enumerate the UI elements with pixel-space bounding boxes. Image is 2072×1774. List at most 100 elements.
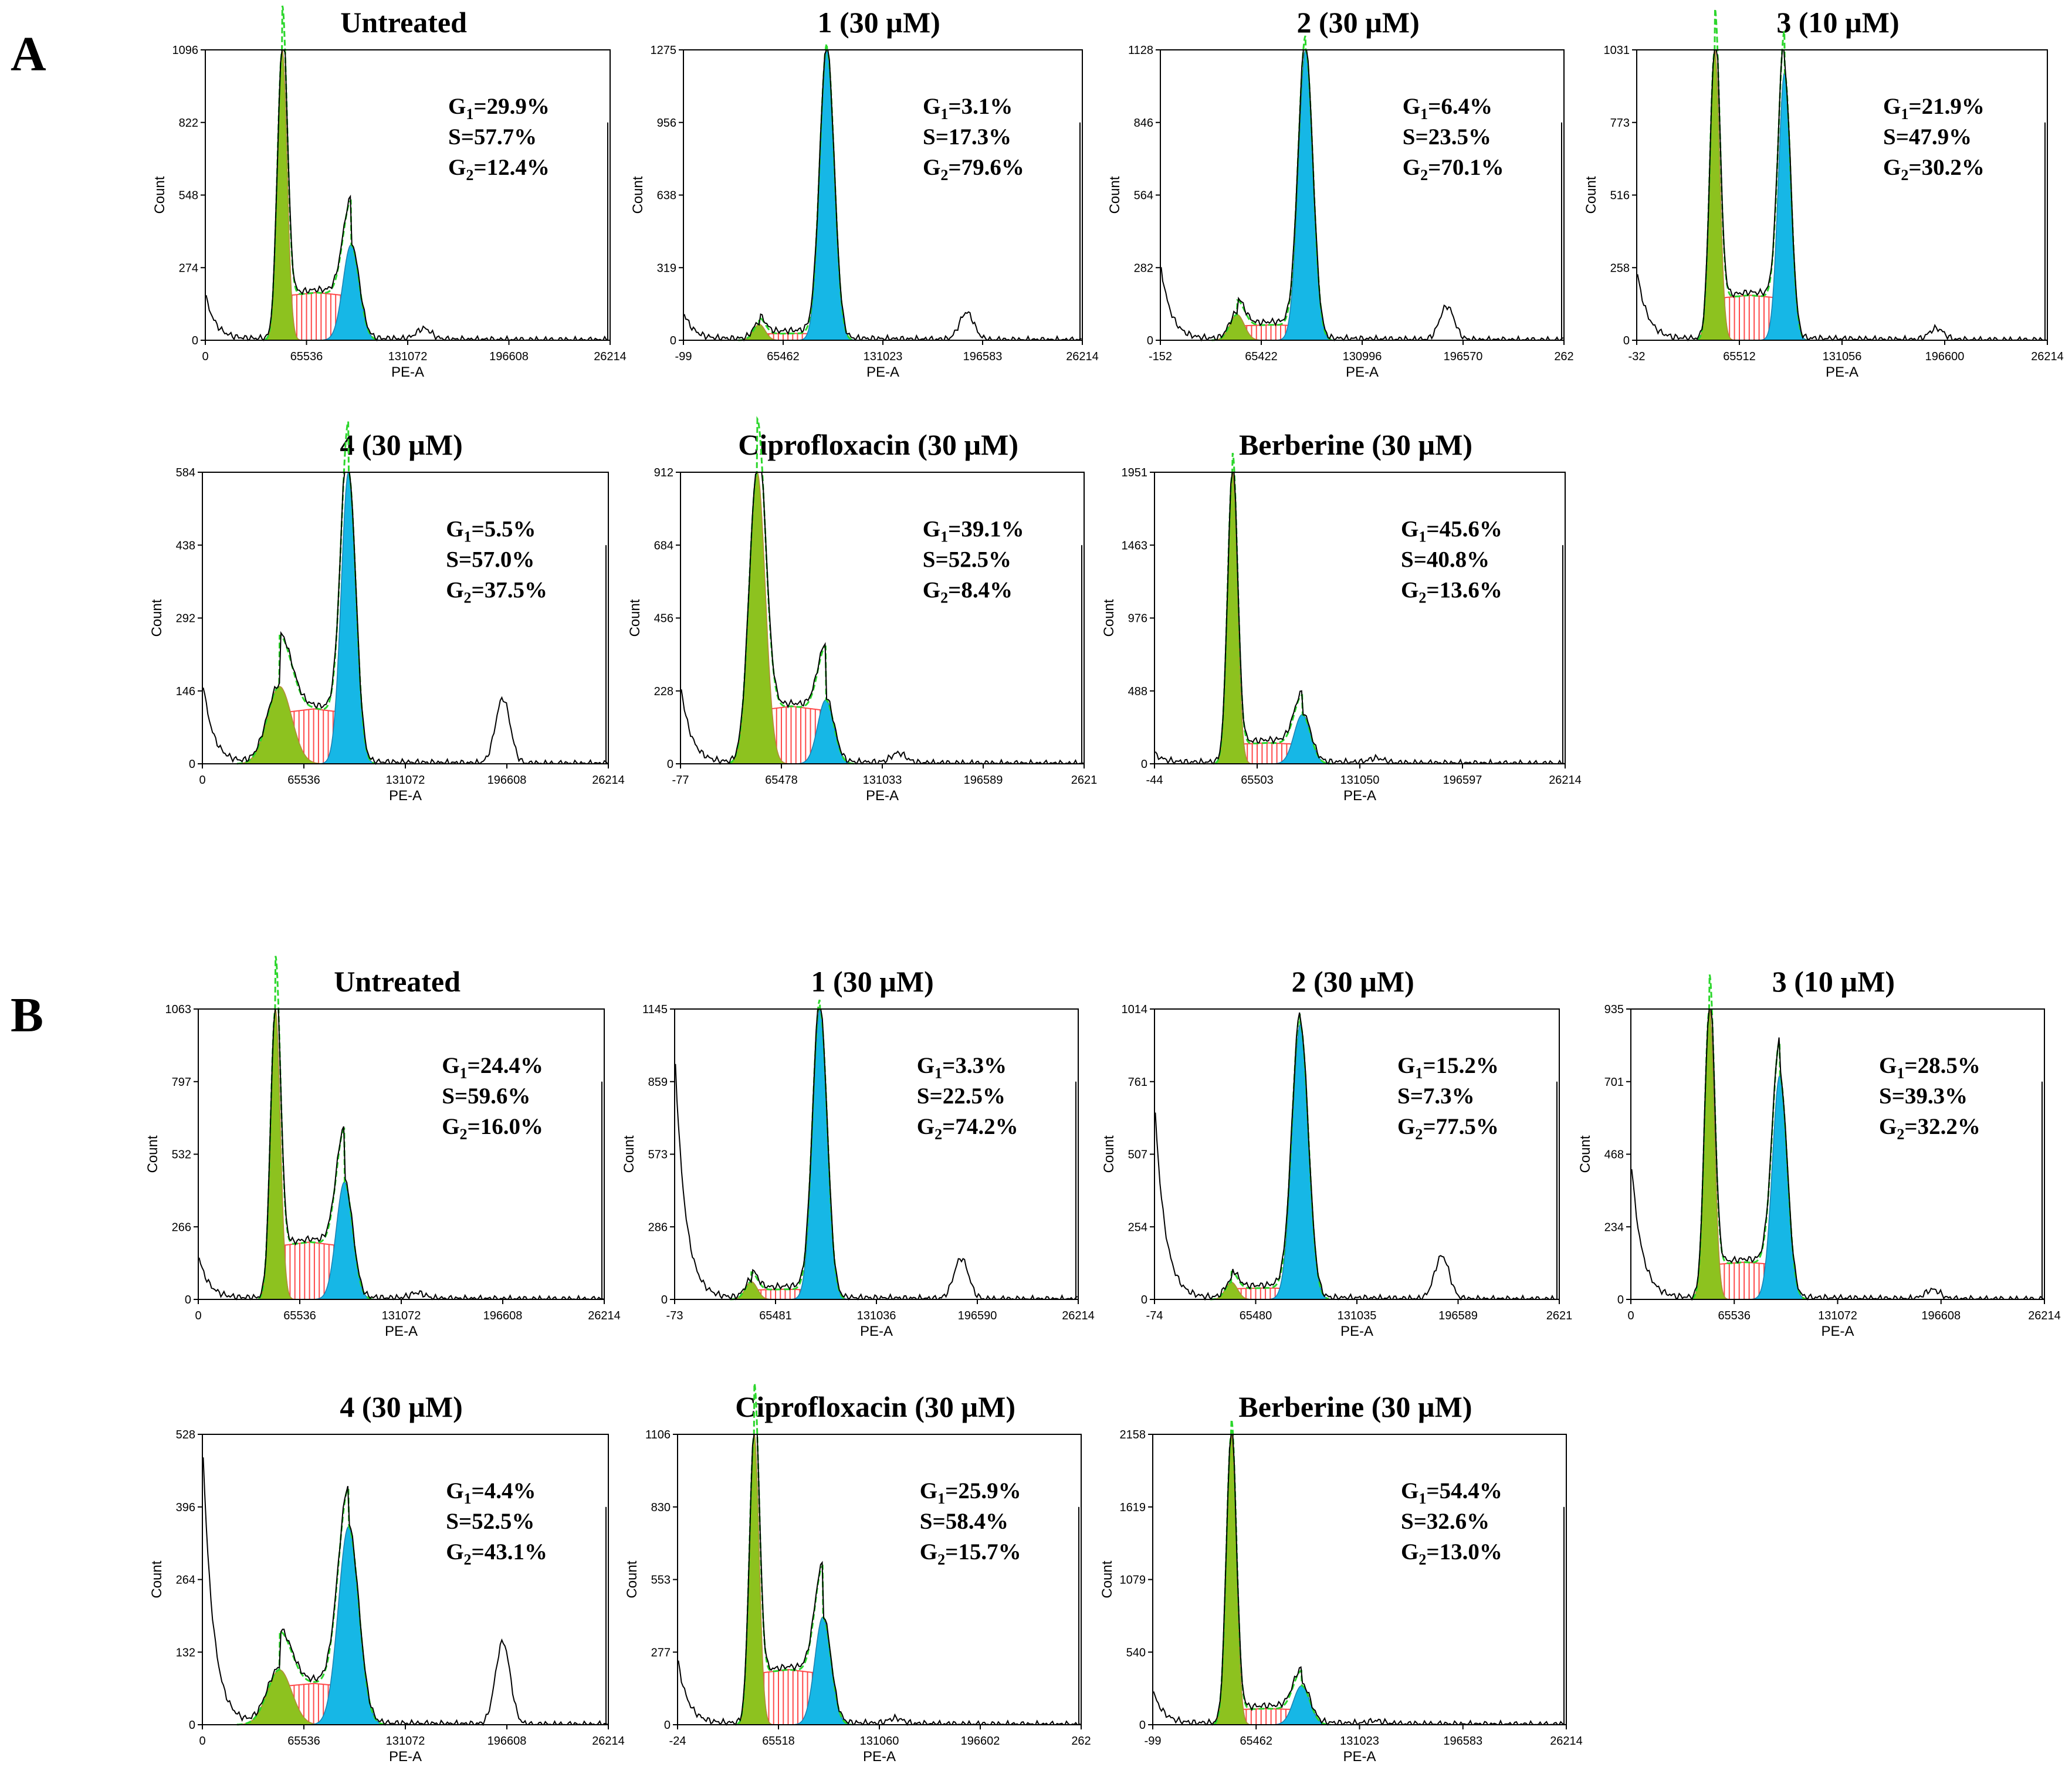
y-tick-label: 286: [648, 1221, 668, 1234]
chart-title: Ciprofloxacin (30 µM): [735, 1390, 1015, 1423]
y-axis-label: Count: [1583, 176, 1599, 214]
y-tick-label: 1063: [165, 1003, 192, 1016]
chart-title: Berberine (30 µM): [1239, 428, 1472, 461]
stat-s: S=32.6%: [1401, 1509, 1489, 1534]
stat-g2: G2=13.0%: [1401, 1539, 1502, 1568]
x-tick-label: 65536: [287, 774, 320, 787]
x-axis-label: PE-A: [863, 1749, 896, 1765]
y-axis-label: Count: [149, 599, 165, 637]
x-tick-label: 0: [199, 1735, 205, 1748]
x-tick-label: 0: [199, 774, 205, 787]
y-tick-label: 2158: [1120, 1428, 1146, 1441]
stat-s: S=47.9%: [1883, 124, 1972, 150]
x-axis-label: PE-A: [1346, 364, 1379, 380]
histogram-trace: [680, 472, 1084, 765]
x-tick-label: 65536: [1718, 1309, 1751, 1322]
y-tick-label: 548: [179, 189, 198, 202]
model-fit-line: [730, 999, 846, 1301]
x-tick-label: -77: [672, 774, 689, 787]
y-axis-label: Count: [1101, 599, 1117, 637]
y-tick-label: 1014: [1122, 1003, 1148, 1016]
plot-frame: [683, 49, 1083, 341]
stat-g1: G1=45.6%: [1401, 516, 1502, 545]
y-tick-label: 264: [176, 1574, 195, 1587]
y-tick-label: 274: [179, 262, 198, 275]
x-tick-label: 131072: [386, 774, 425, 787]
x-tick-label: 65536: [290, 350, 323, 363]
y-tick-label: 507: [1128, 1149, 1147, 1162]
y-tick-label: 132: [176, 1646, 195, 1659]
histogram-trace: [1631, 1008, 2044, 1301]
x-tick-label: 196597: [1443, 774, 1482, 787]
y-tick-label: 797: [172, 1076, 191, 1089]
y-axis-label: Count: [1577, 1135, 1593, 1173]
x-tick-label: 26214: [592, 774, 625, 787]
stat-g2: G2=32.2%: [1879, 1114, 1980, 1143]
y-tick-label: 277: [651, 1646, 671, 1659]
y-tick-label: 1128: [1128, 44, 1153, 57]
histogram-trace: [1637, 49, 2047, 341]
histogram-chart: Berberine (30 µM) 0 540 1079 1619 2158 Count -9…: [1099, 1390, 1583, 1765]
y-tick-label: 532: [172, 1149, 191, 1162]
plot-frame: [1630, 1008, 2045, 1300]
y-tick-label: 516: [1610, 189, 1630, 202]
histogram-trace: [1155, 1012, 1559, 1301]
histogram-chart: 4 (30 µM) 0 146 292 438 584 Count 0 65536 131072 1…: [149, 421, 625, 804]
histogram-chart: 4 (30 µM) 0 132 264 396 528 Count 0 65536 131072 1…: [149, 1390, 625, 1765]
histogram-trace: [675, 1008, 1078, 1301]
stat-s: S=57.0%: [446, 547, 534, 572]
y-axis-label: Count: [1101, 1135, 1117, 1173]
y-tick-label: 564: [1134, 189, 1153, 202]
x-tick-label: 65536: [287, 1735, 320, 1748]
stat-g1: G1=24.4%: [442, 1053, 543, 1082]
x-tick-label: 262: [1554, 350, 1573, 363]
x-axis-label: PE-A: [1826, 364, 1858, 380]
y-tick-label: 773: [1610, 117, 1630, 130]
chart-title: 1 (30 µM): [818, 6, 940, 39]
x-tick-label: 131072: [382, 1309, 421, 1322]
y-tick-label: 488: [1128, 685, 1147, 698]
y-tick-label: 638: [657, 189, 676, 202]
stat-s: S=17.3%: [923, 124, 1011, 150]
stat-g1: G1=29.9%: [448, 94, 550, 123]
x-axis-label: PE-A: [391, 364, 424, 380]
y-axis-label: Count: [145, 1135, 161, 1173]
y-tick-label: 438: [176, 539, 195, 552]
histogram-chart: Berberine (30 µM) 0 488 976 1463 1951 Count -44…: [1101, 428, 1582, 804]
y-tick-label: 540: [1126, 1646, 1146, 1659]
histogram-trace: [202, 1457, 608, 1726]
histogram-trace: [202, 472, 608, 765]
y-tick-label: 396: [176, 1501, 195, 1514]
stat-g2: G2=79.6%: [923, 155, 1024, 184]
histogram-chart: Untreated 0 274 548 822 1096 Count 0 65536 131072…: [152, 5, 627, 380]
y-axis-label: Count: [149, 1560, 165, 1598]
x-tick-label: 65503: [1241, 774, 1274, 787]
y-tick-label: 0: [670, 334, 676, 347]
g1-peak: [1213, 472, 1252, 764]
x-tick-label: 196602: [961, 1735, 1000, 1748]
chart-title: Untreated: [340, 6, 467, 39]
x-tick-label: 65480: [1240, 1309, 1272, 1322]
y-tick-label: 258: [1610, 262, 1630, 275]
histogram-chart: 3 (10 µM) 0 258 516 773 1031 Count -32 65512 1310…: [1583, 6, 2064, 380]
stat-g2: G2=43.1%: [446, 1539, 547, 1568]
x-tick-label: 262: [1071, 1735, 1091, 1748]
stat-s: S=58.4%: [920, 1509, 1008, 1534]
x-tick-label: 131023: [1340, 1735, 1379, 1748]
y-tick-label: 0: [1141, 1294, 1147, 1306]
x-axis-label: PE-A: [1340, 1323, 1373, 1339]
y-tick-label: 0: [192, 334, 198, 347]
x-tick-label: 131050: [1340, 774, 1380, 787]
y-axis-label: Count: [1107, 176, 1123, 214]
histogram-trace: [1160, 49, 1564, 342]
y-tick-label: 761: [1128, 1076, 1147, 1089]
y-tick-label: 0: [1147, 334, 1153, 347]
y-tick-label: 976: [1128, 612, 1147, 625]
y-tick-label: 584: [176, 466, 195, 479]
stat-g1: G1=3.3%: [917, 1053, 1007, 1082]
stat-g2: G2=70.1%: [1403, 155, 1504, 184]
y-tick-label: 1096: [172, 44, 199, 57]
y-tick-label: 701: [1604, 1076, 1624, 1089]
x-tick-label: 196608: [483, 1309, 523, 1322]
